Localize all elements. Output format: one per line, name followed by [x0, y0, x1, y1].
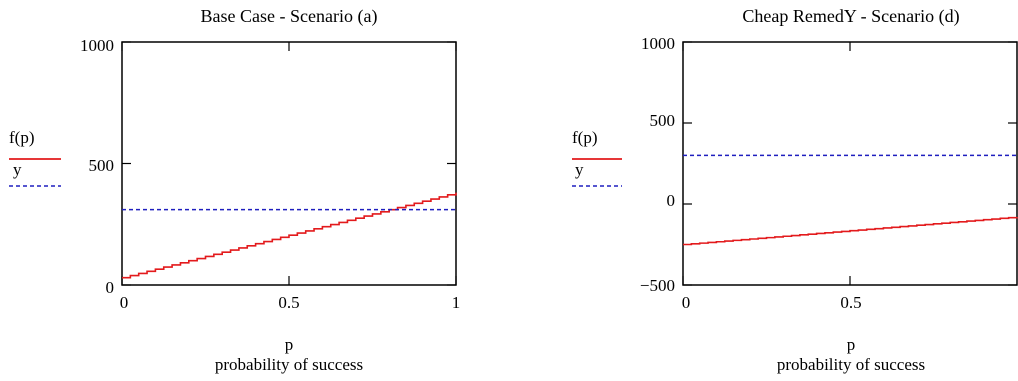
y-tick-label: 0 — [106, 278, 115, 297]
x-axis-label: p — [847, 335, 856, 354]
plot-frame — [121, 41, 457, 286]
chart-title: Cheap RemedY - Scenario (d) — [742, 6, 959, 27]
y-tick-label: −500 — [640, 276, 675, 295]
x-tick-label: 0 — [120, 293, 129, 312]
x-tick-label: 0.5 — [278, 293, 299, 312]
y-tick-label: 1000 — [641, 34, 675, 53]
plot-area — [121, 41, 457, 286]
x-axis-sublabel: probability of success — [215, 355, 363, 374]
x-axis-sublabel: probability of success — [777, 355, 925, 374]
series-line-f — [122, 192, 457, 279]
y-tick-label: 500 — [650, 111, 676, 130]
x-tick-label: 0.5 — [840, 293, 861, 312]
legend: f(p) y — [572, 128, 622, 187]
chart-title: Base Case - Scenario (a) — [201, 6, 378, 27]
series-line-f — [683, 216, 1018, 246]
x-tick-label: 1 — [452, 293, 461, 312]
y-tick-label: 0 — [667, 191, 676, 210]
legend-label-f: f(p) — [572, 128, 597, 147]
y-tick-label: 1000 — [80, 36, 114, 55]
x-axis-label: p — [285, 335, 294, 354]
chart-cheap-remedy: Cheap RemedY - Scenario (d) f(p) y 1000 … — [572, 6, 1018, 374]
chart-base-case: Base Case - Scenario (a) f(p) y 1000 500… — [9, 6, 460, 374]
plot-frame — [682, 41, 1018, 286]
y-tick-label: 500 — [89, 156, 115, 175]
legend-label-f: f(p) — [9, 128, 34, 147]
plot-area — [682, 41, 1018, 286]
legend: f(p) y — [9, 128, 61, 187]
legend-label-y: y — [13, 160, 22, 179]
x-tick-label: 0 — [682, 293, 691, 312]
legend-label-y: y — [575, 160, 584, 179]
